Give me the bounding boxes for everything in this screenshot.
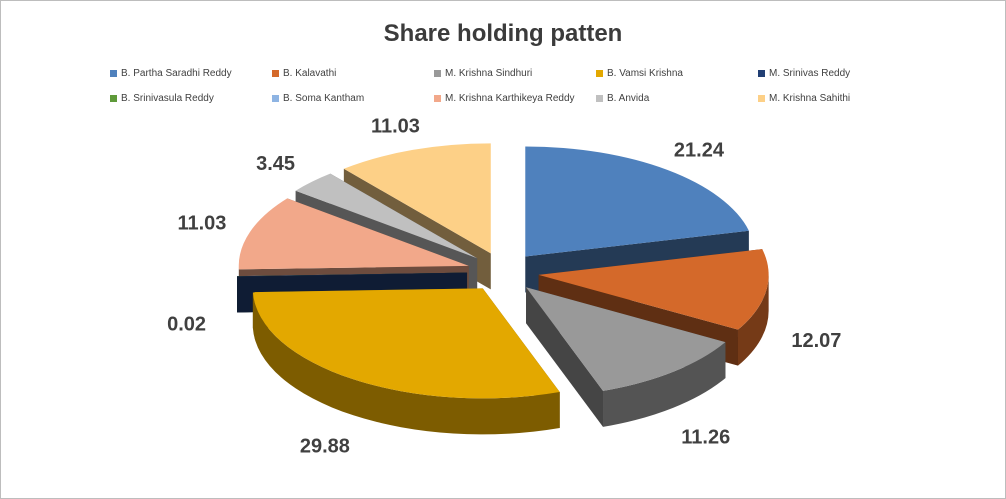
data-label: 11.26: [681, 427, 730, 449]
legend-label: M. Krishna Karthikeya Reddy: [445, 93, 575, 104]
slice-side: [252, 292, 560, 435]
legend-item: B. Soma Kantham: [272, 93, 434, 104]
legend-item: M. Krishna Karthikeya Reddy: [434, 93, 596, 104]
slice-top: [238, 198, 469, 270]
legend-item: M. Krishna Sindhuri: [434, 68, 596, 79]
legend-swatch: [110, 95, 117, 102]
legend-label: B. Srinivasula Reddy: [121, 93, 214, 104]
legend-item: M. Krishna Sahithi: [758, 93, 910, 104]
legend-item: B. Vamsi Krishna: [596, 68, 758, 79]
data-label: 21.24: [674, 139, 725, 161]
slice-top: [237, 272, 468, 277]
legend-swatch: [758, 95, 765, 102]
legend-swatch: [272, 95, 279, 102]
legend-item: B. Anvida: [596, 93, 758, 104]
legend-swatch: [596, 95, 603, 102]
data-label: 29.88: [300, 436, 350, 458]
slice-top: [343, 143, 491, 254]
legend-label: B. Kalavathi: [283, 68, 337, 79]
legend-label: B. Anvida: [607, 93, 650, 104]
pie-slice: [252, 288, 560, 435]
slice-top: [538, 249, 769, 330]
data-label: 0.02: [167, 314, 206, 336]
slice-top: [252, 288, 560, 399]
legend-swatch: [434, 70, 441, 77]
legend-swatch: [110, 70, 117, 77]
legend-item: B. Kalavathi: [272, 68, 434, 79]
legend-swatch: [596, 70, 603, 77]
data-labels: 21.24 12.07 11.26 29.88 0.02 11.03 3.45 11.03: [167, 115, 841, 457]
data-label: 11.03: [371, 115, 420, 137]
legend-label: M. Krishna Sahithi: [769, 93, 851, 104]
pie-slices: [237, 143, 769, 435]
pie-slice: [526, 287, 726, 427]
data-label: 11.03: [177, 213, 226, 235]
slice-side: [737, 274, 769, 366]
legend-swatch: [434, 95, 441, 102]
legend-item: B. Srinivasula Reddy: [110, 93, 272, 104]
chart-title: Share holding patten: [383, 20, 623, 47]
slice-top: [295, 173, 478, 259]
slice-top: [525, 146, 749, 257]
slice-top: [237, 272, 468, 277]
legend-swatch: [272, 70, 279, 77]
legend-label: M. Srinivas Reddy: [769, 68, 851, 79]
legend-label: M. Krishna Sindhuri: [445, 68, 533, 79]
slice-top: [237, 272, 468, 277]
legend-swatch: [758, 70, 765, 77]
legend-label: B. Vamsi Krishna: [607, 68, 683, 79]
legend-label: B. Partha Saradhi Reddy: [121, 68, 232, 79]
legend-item: B. Partha Saradhi Reddy: [110, 68, 272, 79]
slice-side: [603, 342, 726, 427]
data-label: 12.07: [791, 330, 841, 352]
data-label: 3.45: [256, 153, 295, 175]
legend-item: M. Srinivas Reddy: [758, 68, 910, 79]
legend-label: B. Soma Kantham: [283, 93, 365, 104]
chart-legend: B. Partha Saradhi Reddy B. Kalavathi M. Kr…: [110, 68, 910, 104]
slice-wall: [526, 287, 604, 427]
slice-top: [526, 287, 726, 391]
